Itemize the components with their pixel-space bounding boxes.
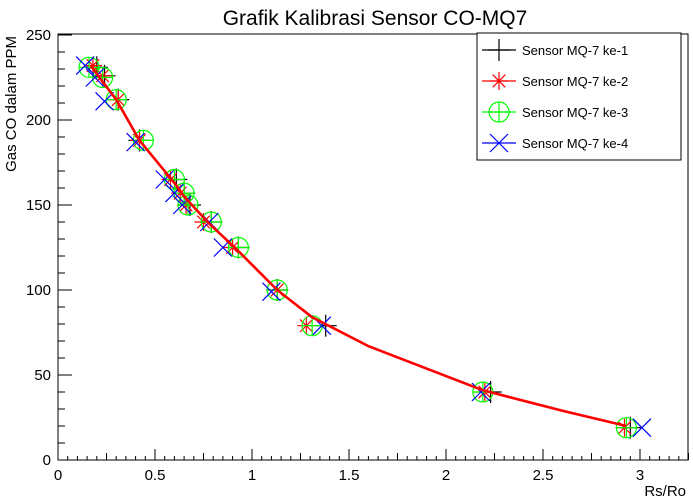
legend-label: Sensor MQ-7 ke-3 [522, 105, 628, 120]
x-tick-label: 0.5 [145, 467, 166, 484]
y-tick-label: 0 [43, 452, 51, 469]
legend-marker [488, 39, 510, 61]
legend-entry-3: Sensor MQ-7 ke-3 [482, 101, 628, 123]
legend-label: Sensor MQ-7 ke-1 [522, 43, 628, 58]
legend-marker [488, 101, 510, 123]
y-tick-label: 100 [26, 282, 51, 299]
x-tick-label: 2 [442, 467, 450, 484]
legend-box [476, 32, 682, 161]
y-tick-label: 250 [26, 27, 51, 44]
legend-label: Sensor MQ-7 ke-4 [522, 136, 628, 151]
data-point [126, 132, 146, 152]
legend-marker [490, 72, 508, 90]
x-axis-label: Rs/Ro [644, 483, 686, 500]
data-point [301, 315, 323, 337]
x-tick-label: 0 [54, 467, 62, 484]
data-point [615, 417, 638, 439]
data-point [632, 418, 652, 438]
data-point [78, 56, 100, 78]
y-axis-label: Gas CO dalam PPM [3, 36, 20, 172]
plot-area [75, 56, 652, 439]
x-tick-label: 2.5 [533, 467, 554, 484]
fit-curve [89, 64, 627, 428]
data-point [95, 91, 114, 111]
x-tick-label: 3 [636, 467, 644, 484]
legend-entry-1: Sensor MQ-7 ke-1 [482, 39, 628, 61]
plot-frame [57, 33, 689, 461]
y-axis: 0 50 100 150 200 250 [26, 27, 72, 469]
chart-title: Grafik Kalibrasi Sensor CO-MQ7 [223, 7, 528, 30]
legend-marker [489, 133, 509, 153]
y-tick-label: 150 [26, 197, 51, 214]
y-tick-label: 50 [34, 367, 51, 384]
x-tick-label: 1 [248, 467, 256, 484]
data-point [177, 194, 199, 216]
data-point [85, 68, 105, 87]
legend-label: Sensor MQ-7 ke-2 [522, 74, 628, 89]
data-point [155, 170, 175, 189]
data-point [227, 236, 250, 259]
legend-entry-2: Sensor MQ-7 ke-2 [482, 72, 628, 90]
data-point [92, 66, 114, 89]
y-tick-label: 200 [26, 112, 51, 129]
legend: Sensor MQ-7 ke-1 Sensor MQ-7 ke-2 Sensor M… [476, 32, 682, 161]
legend-entry-4: Sensor MQ-7 ke-4 [482, 133, 628, 153]
series-3 [78, 56, 638, 439]
x-axis: 0 0.5 1 1.5 2 2.5 3 [54, 449, 689, 484]
data-point [75, 56, 95, 76]
data-point [200, 211, 222, 233]
x-tick-label: 1.5 [339, 467, 360, 484]
data-point [164, 183, 184, 203]
data-point [261, 282, 281, 302]
